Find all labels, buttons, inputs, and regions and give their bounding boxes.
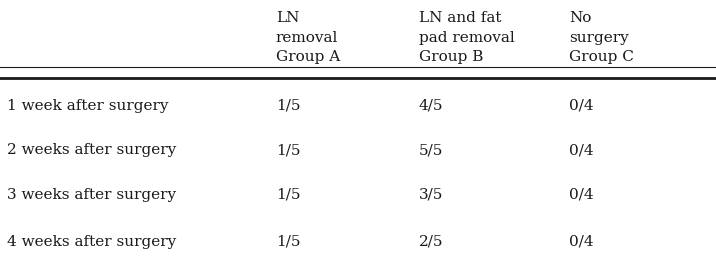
Text: 4 weeks after surgery: 4 weeks after surgery — [7, 235, 176, 249]
Text: 1/5: 1/5 — [276, 99, 300, 113]
Text: 3/5: 3/5 — [419, 188, 443, 202]
Text: 1/5: 1/5 — [276, 235, 300, 249]
Text: 0/4: 0/4 — [569, 188, 594, 202]
Text: 2 weeks after surgery: 2 weeks after surgery — [7, 143, 176, 157]
Text: 4/5: 4/5 — [419, 99, 443, 113]
Text: LN and fat
pad removal
Group B: LN and fat pad removal Group B — [419, 11, 515, 64]
Text: 1/5: 1/5 — [276, 188, 300, 202]
Text: 1 week after surgery: 1 week after surgery — [7, 99, 169, 113]
Text: 0/4: 0/4 — [569, 99, 594, 113]
Text: 5/5: 5/5 — [419, 143, 443, 157]
Text: No
surgery
Group C: No surgery Group C — [569, 11, 634, 64]
Text: 1/5: 1/5 — [276, 143, 300, 157]
Text: 0/4: 0/4 — [569, 143, 594, 157]
Text: 3 weeks after surgery: 3 weeks after surgery — [7, 188, 176, 202]
Text: 0/4: 0/4 — [569, 235, 594, 249]
Text: LN
removal
Group A: LN removal Group A — [276, 11, 340, 64]
Text: 2/5: 2/5 — [419, 235, 443, 249]
